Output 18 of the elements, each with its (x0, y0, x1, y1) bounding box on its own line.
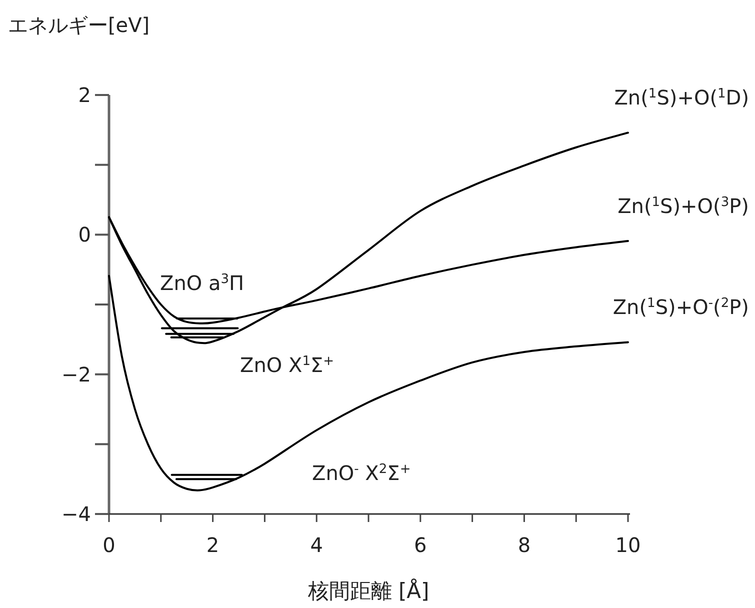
y-tick-label: 2 (78, 83, 91, 107)
x-tick-label: 4 (310, 533, 323, 557)
y-tick-label: −4 (62, 502, 91, 526)
x-tick-label: 6 (414, 533, 427, 557)
annotation: ZnO$^{-}$ X$^{2}$Σ$^{+}$ (312, 461, 411, 485)
y-tick-label: −2 (62, 362, 91, 386)
annotation: ZnO X$^{1}$Σ$^{+}$ (240, 353, 334, 377)
series-label: Zn($^{1}$S)+O($^{3}$P) (618, 194, 749, 218)
annotation: ZnO a$^{3}$Π (160, 271, 244, 295)
y-tick-label: 0 (78, 222, 91, 247)
x-tick-label: 0 (102, 533, 116, 557)
series-label: Zn($^{1}$S)+O$^{-}$($^{2}$P) (612, 295, 749, 320)
x-tick-label: 8 (518, 533, 531, 557)
y-axis-title: エネルギー[eV] (8, 13, 150, 37)
x-tick-label: 2 (206, 533, 220, 557)
x-axis-title: 核間距離 [Å] (306, 578, 430, 603)
series-label: Zn($^{1}$S)+O($^{1}$D) (614, 86, 749, 110)
x-tick-label: 10 (615, 533, 641, 557)
